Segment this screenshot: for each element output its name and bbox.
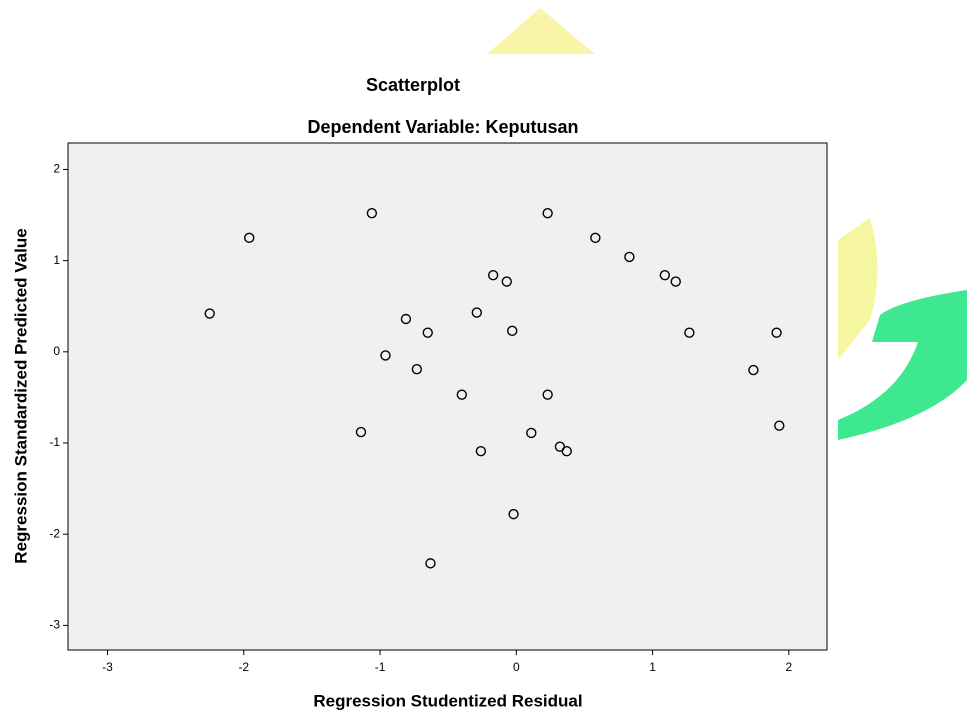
point (501, 276, 512, 287)
point (411, 363, 423, 375)
point (487, 270, 499, 281)
plot-area (67, 142, 828, 651)
chart-title: Scatterplot (366, 75, 460, 95)
point (542, 208, 553, 219)
point (355, 426, 367, 438)
point (624, 251, 635, 263)
x-tick-label: -1 (375, 660, 386, 674)
point (425, 558, 436, 569)
point (508, 508, 519, 520)
x-tick-label: -2 (238, 660, 249, 674)
point (684, 327, 695, 338)
y-tick-label: 2 (53, 162, 60, 176)
decoration (838, 218, 878, 360)
y-tick-label: 0 (53, 344, 60, 358)
x-tick-label: 0 (513, 660, 520, 674)
point (507, 325, 518, 337)
point (244, 232, 255, 244)
y-axis-label: Regression Standardized Predicted Value (11, 228, 30, 563)
x-tick-label: 2 (786, 660, 793, 674)
point (748, 364, 759, 376)
point (204, 308, 215, 319)
point (366, 208, 378, 219)
y-tick-label: 1 (53, 253, 60, 267)
y-tick-label: -2 (49, 526, 60, 540)
point (422, 327, 433, 338)
x-axis-label: Regression Studentized Residual (313, 691, 582, 710)
decoration (487, 8, 595, 54)
point (475, 446, 487, 457)
x-tick-label: 1 (649, 660, 656, 674)
point (456, 389, 468, 400)
point (590, 232, 601, 244)
x-tick-label: -3 (102, 660, 113, 674)
point (774, 420, 785, 431)
y-tick-label: -3 (49, 618, 60, 632)
point (400, 313, 412, 325)
point (670, 276, 681, 287)
point (561, 446, 572, 457)
point (659, 270, 671, 281)
point (471, 307, 482, 318)
point (542, 389, 553, 400)
y-tick-label: -1 (49, 435, 60, 449)
chart-subtitle: Dependent Variable: Keputusan (307, 117, 578, 137)
point (526, 427, 537, 439)
point (380, 350, 391, 361)
point (771, 327, 782, 338)
decoration (838, 290, 967, 440)
